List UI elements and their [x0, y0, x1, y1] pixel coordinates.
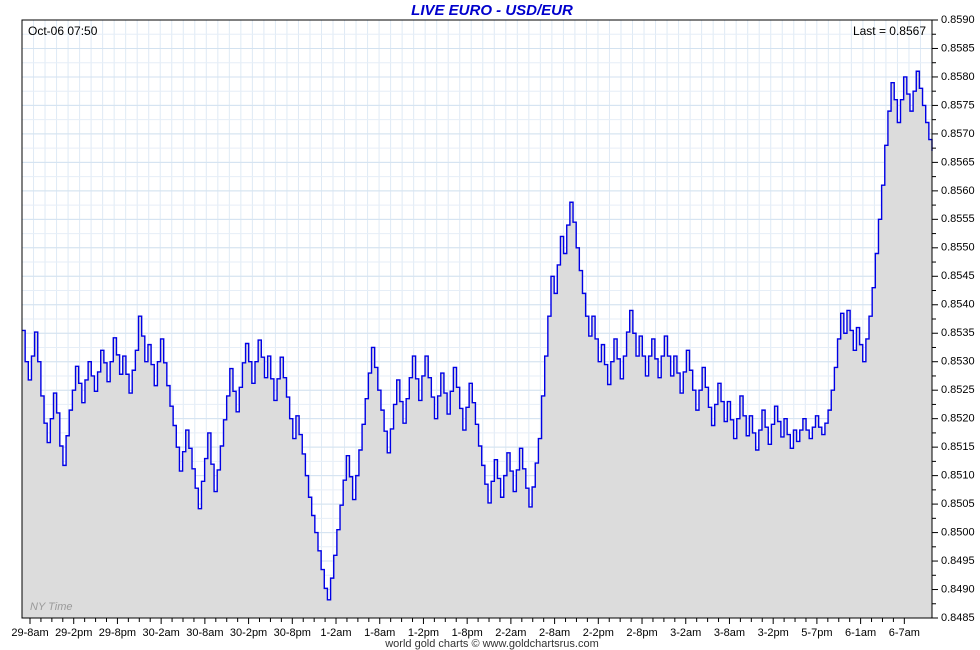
- y-axis-label: 0.8490: [941, 583, 975, 595]
- y-axis-label: 0.8515: [941, 441, 975, 453]
- x-axis-label: 2-8am: [539, 627, 570, 639]
- x-axis-label: 3-2am: [670, 627, 701, 639]
- y-axis-label: 0.8570: [941, 128, 975, 140]
- price-area-fill: [22, 71, 932, 618]
- y-axis-label: 0.8520: [941, 413, 975, 425]
- y-axis-label: 0.8560: [941, 185, 975, 197]
- y-axis-label: 0.8525: [941, 384, 975, 396]
- x-axis-label: 30-8pm: [274, 627, 311, 639]
- y-axis-label: 0.8535: [941, 327, 975, 339]
- x-axis-label: 29-8am: [11, 627, 48, 639]
- x-axis-label: 1-8pm: [452, 627, 483, 639]
- x-axis-label: 29-8pm: [99, 627, 136, 639]
- x-axis-label: 2-2am: [495, 627, 526, 639]
- x-axis-label: 1-8am: [364, 627, 395, 639]
- x-axis-label: 29-2pm: [55, 627, 92, 639]
- x-axis-label: 30-2am: [143, 627, 180, 639]
- timezone-watermark: NY Time: [30, 601, 73, 613]
- y-axis-ticks: 0.8590 0.8585 0.8580 0.8575 0.8570 0.8565 0.85…: [932, 14, 975, 624]
- x-axis-label: 1-2pm: [408, 627, 439, 639]
- y-axis-label: 0.8500: [941, 526, 975, 538]
- x-axis-label: 3-8am: [714, 627, 745, 639]
- y-axis-label: 0.8590: [941, 14, 975, 26]
- y-axis-label: 0.8510: [941, 470, 975, 482]
- y-axis-label: 0.8540: [941, 299, 975, 311]
- page-title: LIVE EURO - USD/EUR: [411, 2, 573, 19]
- price-line: [22, 70, 933, 601]
- last-price-label: Last = 0.8567: [853, 24, 926, 38]
- y-axis-label: 0.8555: [941, 213, 975, 225]
- footer-credit: world gold charts © www.goldchartsrus.co…: [384, 638, 599, 650]
- x-axis-label: 1-2am: [320, 627, 351, 639]
- y-axis-label: 0.8575: [941, 99, 975, 111]
- y-axis-label: 0.8495: [941, 555, 975, 567]
- y-axis-label: 0.8530: [941, 356, 975, 368]
- x-axis-label: 2-8pm: [626, 627, 657, 639]
- x-axis-label: 30-2pm: [230, 627, 267, 639]
- x-axis-label: 2-2pm: [583, 627, 614, 639]
- y-axis-label: 0.8565: [941, 156, 975, 168]
- x-axis-ticks: 29-8am 29-2pm 29-8pm 30-2am 30-8am 30-2pm 30-8…: [11, 618, 920, 639]
- x-axis-label: 30-8am: [186, 627, 223, 639]
- timestamp-label: Oct-06 07:50: [28, 24, 98, 38]
- y-axis-label: 0.8545: [941, 270, 975, 282]
- x-axis-label: 6-1am: [845, 627, 876, 639]
- y-axis-label: 0.8550: [941, 242, 975, 254]
- x-axis-label: 5-7pm: [801, 627, 832, 639]
- y-axis-label: 0.8585: [941, 42, 975, 54]
- y-axis-label: 0.8580: [941, 71, 975, 83]
- y-axis-label: 0.8485: [941, 612, 975, 624]
- y-axis-label: 0.8505: [941, 498, 975, 510]
- x-axis-label: 6-7am: [889, 627, 920, 639]
- x-axis-label: 3-2pm: [758, 627, 789, 639]
